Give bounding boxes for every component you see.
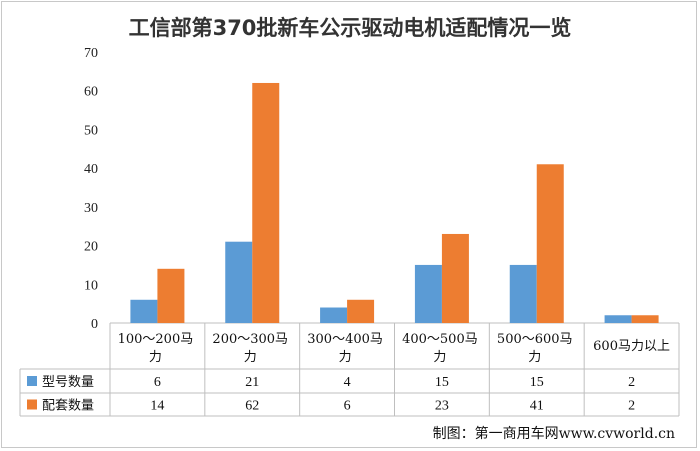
bar-series2 bbox=[252, 82, 280, 323]
data-label: 6 bbox=[344, 399, 351, 414]
y-tick-label: 60 bbox=[84, 85, 98, 100]
bar-series2 bbox=[347, 299, 375, 323]
bar-series2 bbox=[441, 233, 469, 323]
data-label: 6 bbox=[154, 375, 161, 390]
y-tick-label: 50 bbox=[84, 123, 98, 138]
x-tick-label: 600马力以上 bbox=[593, 339, 670, 354]
legend-label: 配套数量 bbox=[42, 398, 94, 414]
x-tick-label: 力 bbox=[433, 350, 446, 365]
data-label: 15 bbox=[435, 375, 449, 390]
data-label: 62 bbox=[245, 399, 259, 414]
bar-series2 bbox=[631, 315, 659, 323]
bar-series1 bbox=[414, 264, 442, 323]
data-label: 2 bbox=[628, 375, 635, 390]
x-tick-label: 力 bbox=[149, 350, 162, 365]
data-label: 23 bbox=[435, 399, 449, 414]
x-tick-label: 400～500马 bbox=[402, 332, 478, 347]
x-tick-label: 300～400马 bbox=[307, 332, 383, 347]
x-tick-label: 力 bbox=[339, 350, 352, 365]
y-tick-label: 0 bbox=[91, 317, 98, 332]
data-label: 2 bbox=[628, 399, 635, 414]
bars bbox=[130, 82, 659, 323]
data-label: 41 bbox=[530, 399, 544, 414]
legend-key bbox=[27, 376, 37, 386]
x-tick-label: 力 bbox=[528, 350, 541, 365]
bar-series1 bbox=[130, 299, 158, 323]
bar-series1 bbox=[320, 307, 348, 323]
x-tick-label: 力 bbox=[244, 350, 257, 365]
bar-series2 bbox=[536, 164, 564, 323]
bar-series1 bbox=[604, 315, 632, 323]
x-tick-label: 200～300马 bbox=[212, 332, 288, 347]
bar-series1 bbox=[225, 241, 253, 323]
data-label: 4 bbox=[344, 375, 351, 390]
credit-text: 制图：第一商用车网www.cvworld.cn bbox=[433, 425, 675, 442]
y-tick-label: 30 bbox=[84, 201, 98, 216]
y-tick-label: 40 bbox=[84, 162, 98, 177]
data-table: 100～200马力200～300马力300～400马力400～500马力500～… bbox=[19, 323, 680, 417]
chart-title: 工信部第370批新车公示驱动电机适配情况一览 bbox=[129, 16, 572, 40]
data-label: 14 bbox=[150, 399, 164, 414]
y-tick-label: 10 bbox=[84, 278, 98, 293]
y-tick-label: 70 bbox=[84, 46, 98, 61]
legend-key bbox=[27, 399, 37, 410]
y-tick-label: 20 bbox=[84, 240, 98, 255]
data-label: 15 bbox=[530, 375, 544, 390]
bar-series1 bbox=[509, 264, 537, 323]
bar-series2 bbox=[157, 268, 185, 323]
data-label: 21 bbox=[245, 375, 259, 390]
x-tick-label: 100～200马 bbox=[118, 332, 194, 347]
legend-label: 型号数量 bbox=[42, 375, 94, 390]
x-tick-label: 500～600马 bbox=[497, 332, 573, 347]
